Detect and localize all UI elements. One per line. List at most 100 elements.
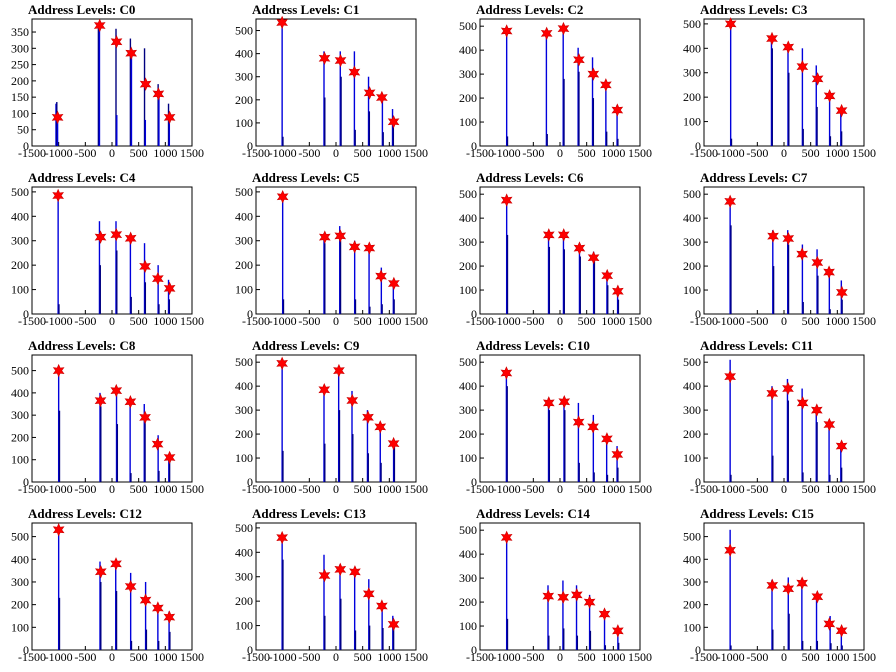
chart-panel-c15: Address Levels: C15 0 100 200 300 400 500 -1500… <box>672 504 896 672</box>
y-tick-label: 100 <box>11 283 29 297</box>
x-tick-label: 1500 <box>852 314 876 328</box>
y-tick-label: 400 <box>235 545 253 559</box>
chart-panel-c11: Address Levels: C11 0 100 200 300 400 500 -1500… <box>672 336 896 504</box>
y-tick-label: 300 <box>11 575 29 589</box>
level-marker <box>587 250 600 265</box>
level-marker <box>542 589 555 603</box>
level-marker <box>796 59 809 74</box>
x-tick-label: 500 <box>578 314 596 328</box>
level-marker <box>110 557 122 571</box>
level-marker <box>334 229 347 243</box>
x-tick-label: -500 <box>74 482 96 496</box>
level-marker <box>348 65 361 79</box>
chart-panel-c14: Address Levels: C14 0 100 200 300 400 500 -1500… <box>448 504 672 672</box>
level-marker <box>124 231 137 246</box>
x-tick-label: 1000 <box>377 314 401 328</box>
y-tick-label: 200 <box>11 430 29 444</box>
x-tick-label: 1000 <box>825 650 849 664</box>
x-tick-label: -500 <box>298 482 320 496</box>
level-marker <box>52 363 65 378</box>
x-tick-label: 1500 <box>852 650 876 664</box>
level-marker <box>334 562 347 577</box>
x-tick-label: -500 <box>746 650 768 664</box>
x-tick-label: 0 <box>333 146 339 160</box>
level-marker <box>540 26 553 41</box>
level-marker <box>94 230 107 244</box>
level-marker <box>782 381 794 396</box>
x-tick-label: -1500 <box>690 314 718 328</box>
x-tick-label: -500 <box>298 146 320 160</box>
level-marker <box>796 396 809 410</box>
y-tick-label: 0 <box>471 139 477 153</box>
y-tick-label: 200 <box>11 598 29 612</box>
chart-title: Address Levels: C9 <box>252 338 360 353</box>
y-tick-label: 200 <box>235 93 253 107</box>
x-tick-label: -1000 <box>717 314 745 328</box>
level-marker <box>387 436 400 451</box>
x-tick-label: 1500 <box>628 314 652 328</box>
level-marker <box>766 31 778 46</box>
plot-frame <box>479 18 641 147</box>
y-tick-label: 300 <box>11 41 29 55</box>
y-tick-label: 500 <box>683 530 701 544</box>
chart-title: Address Levels: C12 <box>28 506 142 521</box>
y-tick-label: 150 <box>11 90 29 104</box>
x-tick-label: 1500 <box>852 146 876 160</box>
x-tick-label: -1000 <box>493 482 521 496</box>
y-tick-label: 400 <box>459 211 477 225</box>
x-tick-label: -1000 <box>717 482 745 496</box>
x-tick-label: 0 <box>781 146 787 160</box>
y-tick-label: 100 <box>459 451 477 465</box>
level-marker <box>573 52 585 67</box>
plot-frame <box>255 186 417 315</box>
x-tick-label: -1500 <box>18 650 46 664</box>
chart-svg-c5: Address Levels: C50100200300400500-1500-… <box>235 170 428 328</box>
y-tick-label: 500 <box>459 19 477 33</box>
chart-svg-c13: Address Levels: C13 0 100 200 300 400 500 -1500… <box>235 506 428 664</box>
x-tick-label: 1500 <box>180 482 204 496</box>
x-tick-label: 0 <box>557 650 563 664</box>
chart-title: Address Levels: C6 <box>476 170 584 185</box>
level-marker <box>542 228 555 242</box>
x-tick-label: 1000 <box>825 146 849 160</box>
level-marker <box>782 40 795 54</box>
level-marker <box>94 393 107 408</box>
chart-title: Address Levels: C5 <box>252 170 360 185</box>
chart-title: Address Levels: C2 <box>476 2 583 17</box>
x-tick-label: 0 <box>781 482 787 496</box>
chart-svg-c15: Address Levels: C15 0 100 200 300 400 500 -1500… <box>683 506 876 664</box>
chart-title: Address Levels: C4 <box>28 170 136 185</box>
level-marker <box>276 356 288 371</box>
x-tick-label: -1000 <box>717 146 745 160</box>
level-marker <box>766 386 779 401</box>
level-marker <box>333 363 345 378</box>
y-tick-label: 300 <box>459 235 477 249</box>
level-marker <box>587 67 600 81</box>
level-marker <box>598 607 611 621</box>
level-marker <box>163 110 176 125</box>
chart-svg-c0: Address Levels: C0 0 50 100 150 200 250 300 350 -… <box>11 2 204 160</box>
level-marker <box>124 579 137 594</box>
chart-title: Address Levels: C3 <box>700 2 808 17</box>
chart-svg-c1: Address Levels: C10100200300400500-1500-… <box>235 2 428 160</box>
x-tick-label: 1000 <box>377 482 401 496</box>
level-marker <box>612 624 624 638</box>
x-tick-label: -1000 <box>45 650 73 664</box>
x-tick-label: 500 <box>802 482 820 496</box>
chart-panel-c5: Address Levels: C5 0 100 200 300 400 500 -1500-… <box>224 168 448 336</box>
level-marker <box>152 87 165 101</box>
y-tick-label: 400 <box>235 47 253 61</box>
x-tick-label: 1500 <box>180 650 204 664</box>
x-tick-label: 0 <box>109 146 115 160</box>
y-tick-label: 350 <box>11 25 29 39</box>
y-tick-label: 200 <box>235 594 253 608</box>
y-tick-label: 200 <box>683 259 701 273</box>
chart-svg-c6: Address Levels: C60100200300400500-1500-… <box>459 170 652 328</box>
chart-panel-c6: Address Levels: C6 0 100 200 300 400 500 -1500-… <box>448 168 672 336</box>
y-tick-label: 0 <box>471 475 477 489</box>
y-tick-label: 300 <box>235 234 253 248</box>
y-tick-label: 200 <box>459 91 477 105</box>
level-marker <box>276 190 289 204</box>
level-marker <box>782 582 795 596</box>
y-tick-label: 0 <box>695 139 701 153</box>
